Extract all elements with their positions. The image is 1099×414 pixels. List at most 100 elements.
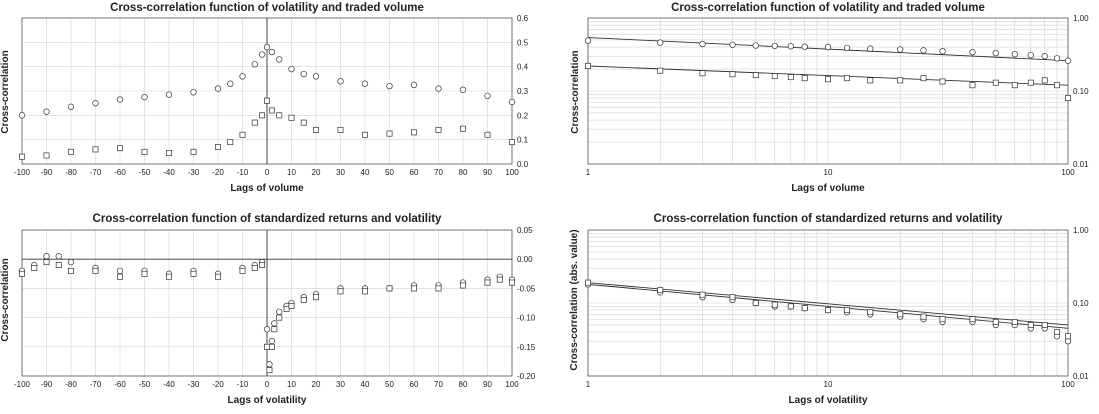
data-point-circle — [1053, 55, 1061, 62]
data-point-square — [920, 75, 927, 82]
chart-title: Cross-correlation function of volatility… — [110, 2, 424, 14]
data-point-square — [43, 152, 50, 159]
data-point-square — [362, 288, 368, 295]
x-tick-label: 1 — [586, 168, 591, 177]
data-point-square — [825, 307, 831, 314]
data-point-square — [920, 313, 927, 320]
x-tick-label: 20 — [312, 380, 321, 389]
data-point-square — [264, 97, 270, 104]
data-point-square — [141, 270, 148, 277]
x-tick-label: -10 — [237, 380, 249, 389]
data-point-square — [1065, 95, 1071, 102]
data-point-square — [239, 267, 246, 274]
data-point-square — [337, 288, 344, 295]
data-point-square — [657, 67, 664, 74]
x-tick-label: -40 — [163, 168, 175, 177]
data-point-circle — [939, 48, 946, 55]
y-axis-label: Cross-correlation — [570, 50, 581, 133]
x-axis-label: Lags of volume — [230, 183, 304, 194]
data-point-square — [92, 267, 99, 274]
x-tick-label: -40 — [163, 380, 175, 389]
data-point-square — [460, 125, 466, 132]
data-point-square — [68, 267, 74, 274]
data-point-circle — [18, 112, 26, 119]
data-point-square — [992, 319, 999, 325]
plot-frame — [587, 229, 1069, 377]
data-point-square — [215, 273, 221, 280]
data-point-circle — [824, 43, 832, 51]
x-tick-label: 0 — [265, 168, 270, 177]
x-tick-label: 1 — [586, 380, 591, 389]
x-tick-label: -70 — [90, 168, 102, 177]
data-point-square — [1041, 77, 1048, 84]
data-point-circle — [312, 73, 320, 80]
data-point-square — [386, 130, 393, 137]
x-tick-label: 10 — [287, 168, 296, 177]
x-tick-label: 100 — [505, 168, 519, 177]
data-point-square — [771, 301, 778, 308]
data-point-square — [969, 316, 976, 323]
data-point-circle — [227, 80, 234, 87]
data-point-square — [585, 279, 591, 286]
data-point-square — [1041, 322, 1048, 328]
data-point-square — [699, 291, 706, 298]
data-point-square — [729, 294, 736, 301]
fit-line — [587, 282, 1069, 326]
data-point-circle — [67, 258, 75, 266]
y-tick-label: 0.01 — [1073, 372, 1089, 381]
x-tick-label: -80 — [65, 168, 77, 177]
data-point-square — [411, 285, 417, 292]
data-point-circle — [843, 44, 851, 52]
data-point-square — [844, 307, 850, 314]
x-tick-label: 80 — [459, 168, 468, 177]
data-point-square — [300, 119, 307, 126]
data-point-circle — [897, 46, 904, 53]
data-point-square — [141, 148, 148, 155]
data-point-square — [897, 311, 904, 318]
y-tick-label: 1.00 — [1073, 14, 1089, 23]
y-axis-label: Cross-correlation — [0, 50, 11, 133]
y-axis-label: Cross-correlation (abs. value) — [569, 229, 580, 370]
x-tick-label: 100 — [1061, 380, 1075, 389]
data-point-circle — [263, 44, 271, 51]
data-point-square — [362, 131, 368, 138]
x-tick-label: 10 — [824, 168, 833, 177]
data-point-circle — [165, 91, 173, 98]
data-point-square — [460, 282, 466, 289]
x-tick-label: -80 — [65, 380, 77, 389]
y-tick-label: 0.6 — [517, 14, 529, 23]
data-point-square — [939, 316, 946, 323]
data-point-square — [276, 112, 283, 119]
x-tick-label: 60 — [410, 380, 419, 389]
data-point-square — [288, 302, 295, 309]
data-point-circle — [969, 49, 976, 56]
data-point-square — [484, 279, 491, 286]
data-point-square — [288, 114, 295, 121]
data-point-square — [386, 285, 393, 292]
data-point-square — [992, 79, 999, 86]
x-tick-label: 80 — [459, 380, 468, 389]
y-tick-label: 0.05 — [517, 226, 533, 235]
data-point-square — [92, 146, 99, 153]
data-point-square — [1065, 333, 1071, 340]
x-tick-label: 90 — [483, 380, 492, 389]
plot-frame — [587, 17, 1069, 165]
data-point-circle — [239, 73, 246, 80]
data-point-square — [117, 145, 123, 152]
y-tick-label: 0.1 — [517, 136, 529, 145]
data-point-square — [1054, 329, 1060, 335]
data-point-square — [897, 77, 904, 84]
data-point-circle — [386, 82, 393, 90]
data-point-square — [251, 119, 258, 126]
data-point-circle — [300, 70, 307, 78]
data-point-square — [166, 273, 172, 280]
data-point-square — [227, 139, 234, 146]
data-point-square — [1011, 82, 1018, 89]
x-tick-label: -90 — [41, 168, 53, 177]
data-point-square — [283, 305, 290, 312]
data-point-circle — [268, 337, 276, 345]
data-point-square — [1011, 319, 1018, 325]
x-tick-label: 30 — [336, 168, 345, 177]
data-point-circle — [214, 85, 222, 92]
x-axis-label: Lags of volatility — [789, 395, 868, 406]
